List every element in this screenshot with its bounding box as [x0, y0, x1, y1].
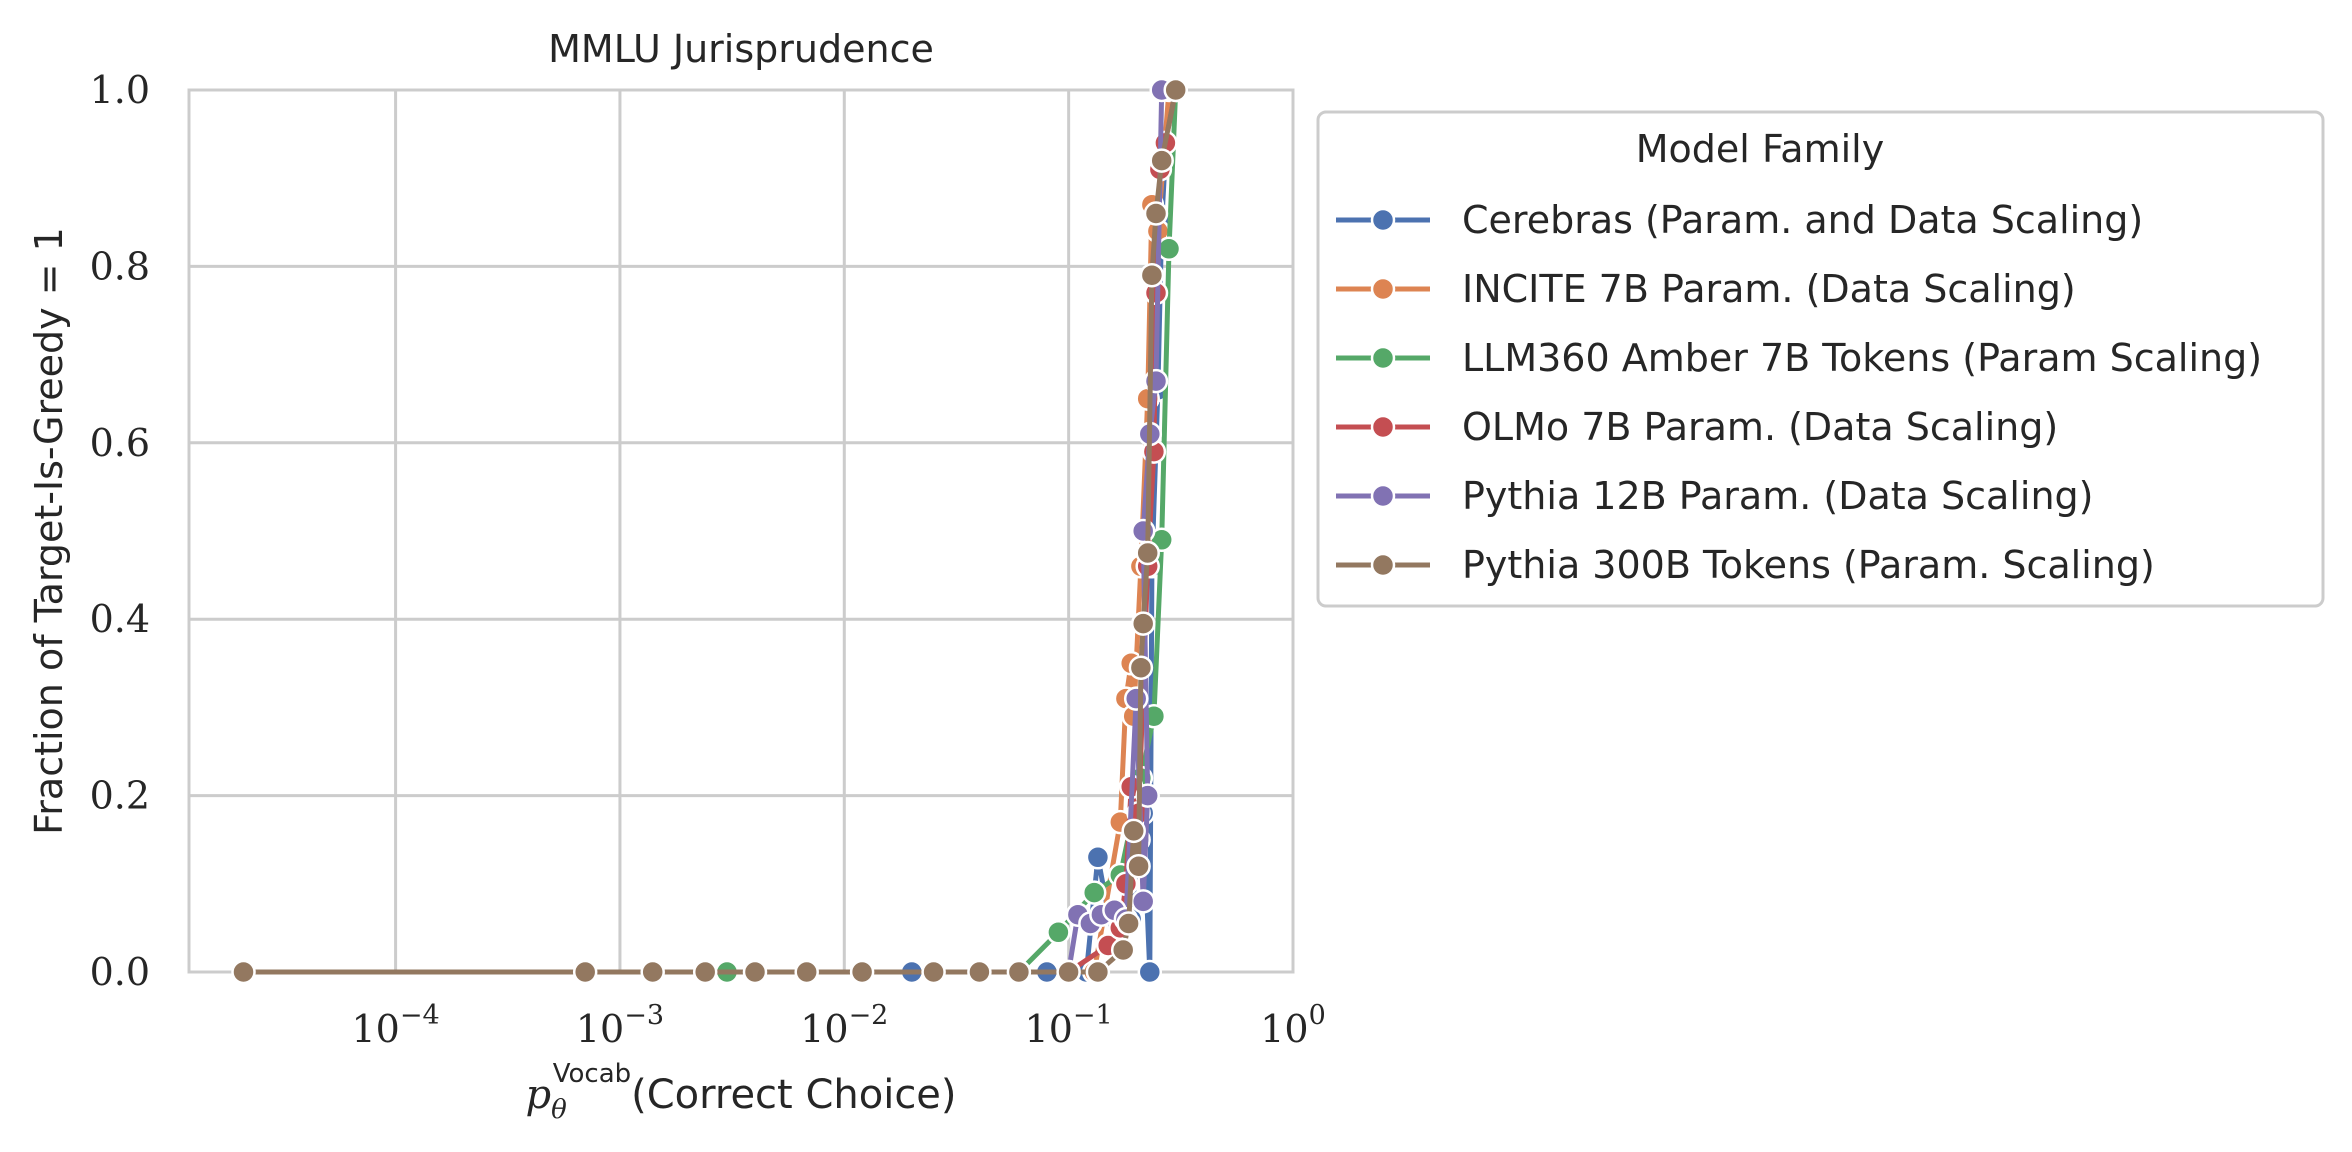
legend-marker [1370, 414, 1396, 440]
x-tick-base: 10 [1025, 1007, 1073, 1051]
legend-marker [1370, 483, 1396, 509]
chart-title: MMLU Jurisprudence [548, 27, 934, 71]
data-point [742, 959, 768, 985]
data-point [849, 959, 875, 985]
x-axis-label: pθ Vocab(Correct Choice) [525, 1059, 956, 1125]
data-point [1126, 853, 1151, 879]
legend-item: OLMo 7B Param. (Data Scaling) [1336, 405, 2058, 449]
x-axis-label-close-paren: ) [941, 1072, 957, 1118]
data-point [1135, 540, 1160, 566]
series-line [241, 87, 1179, 975]
legend-item: INCITE 7B Param. (Data Scaling) [1336, 267, 2076, 311]
data-point [1123, 686, 1149, 711]
legend-label: Cerebras (Param. and Data Scaling) [1462, 198, 2143, 242]
series-5 [231, 77, 1188, 985]
x-axis-label-symbol: p [525, 1072, 551, 1118]
data-point [1081, 880, 1107, 905]
x-tick-base: 10 [352, 1007, 400, 1051]
data-point [231, 959, 256, 985]
x-tick-exponent: −4 [400, 1000, 440, 1031]
legend-label: Pythia 300B Tokens (Param. Scaling) [1462, 543, 2155, 587]
x-axis-label-subscript: θ [551, 1095, 567, 1125]
x-tick-label: 10−3 [576, 1000, 664, 1051]
data-point [1085, 959, 1111, 985]
legend-marker [1370, 276, 1396, 302]
legend-item: Cerebras (Param. and Data Scaling) [1336, 198, 2143, 242]
data-point [572, 959, 598, 985]
x-axis-label-open-paren: ( [631, 1072, 647, 1118]
legend-marker [1370, 552, 1396, 578]
data-point [1135, 783, 1160, 808]
data-point [1121, 818, 1146, 844]
y-tick-label: 0.4 [90, 597, 150, 641]
data-point [1143, 201, 1169, 226]
legend-frame [1316, 110, 2325, 608]
y-axis-label: Fraction of Target-Is-Greedy = 1 [27, 227, 71, 835]
x-tick-base: 10 [800, 1007, 848, 1051]
legend-title: Model Family [1636, 127, 1884, 171]
data-point [921, 959, 946, 985]
legend-item: Pythia 300B Tokens (Param. Scaling) [1336, 543, 2155, 587]
x-tick-label: 10−4 [352, 1000, 440, 1051]
y-tick-label: 0.6 [90, 421, 150, 465]
y-tick-label: 0.8 [90, 244, 150, 288]
legend-marker [1370, 345, 1396, 371]
y-tick-label: 0.0 [90, 950, 150, 994]
data-point [1130, 518, 1156, 544]
legend-label: OLMo 7B Param. (Data Scaling) [1462, 405, 2058, 449]
data-point [1139, 262, 1165, 288]
data-point [1116, 911, 1141, 936]
data-point [1110, 937, 1136, 963]
legend-label: INCITE 7B Param. (Data Scaling) [1462, 267, 2076, 311]
x-tick-label: 100 [1260, 1000, 1326, 1051]
data-point [692, 959, 718, 985]
legend-marker [1370, 207, 1396, 233]
data-point [967, 959, 992, 985]
data-point [1128, 655, 1154, 680]
data-point [1130, 889, 1156, 914]
x-tick-exponent: −2 [849, 1000, 889, 1031]
data-point [1046, 920, 1071, 945]
y-tick-label: 1.0 [90, 68, 150, 112]
legend-items: Cerebras (Param. and Data Scaling) INCITE… [1336, 198, 2262, 587]
x-tick-base: 10 [576, 1007, 624, 1051]
legend: Model Family Cerebras (Param. and Data S… [1316, 110, 2325, 608]
legend-label: Pythia 12B Param. (Data Scaling) [1462, 474, 2093, 518]
x-tick-label: 10−1 [1025, 1000, 1113, 1051]
data-point [1137, 959, 1163, 985]
x-axis-label-text: Correct Choice [647, 1072, 941, 1118]
x-tick-base: 10 [1260, 1007, 1308, 1051]
legend-item: LLM360 Amber 7B Tokens (Param Scaling) [1336, 336, 2262, 380]
data-point [1149, 148, 1174, 173]
legend-item: Pythia 12B Param. (Data Scaling) [1336, 474, 2093, 518]
series-lines [231, 77, 1188, 985]
x-tick-exponent: −1 [1073, 1000, 1113, 1031]
data-point [1163, 77, 1188, 103]
data-point [1056, 959, 1081, 985]
data-point [640, 959, 665, 985]
x-axis-label-superscript: Vocab [553, 1059, 631, 1089]
x-tick-exponent: −3 [624, 1000, 664, 1031]
data-point [1156, 236, 1182, 262]
data-point [1006, 959, 1032, 985]
series-line [724, 87, 1179, 975]
x-tick-label: 10−2 [800, 1000, 888, 1051]
data-point [1085, 845, 1111, 870]
legend-label: LLM360 Amber 7B Tokens (Param Scaling) [1462, 336, 2262, 380]
x-tick-exponent: 0 [1309, 1000, 1326, 1031]
data-point [1130, 611, 1156, 636]
data-point [794, 959, 819, 985]
y-tick-label: 0.2 [90, 774, 150, 818]
